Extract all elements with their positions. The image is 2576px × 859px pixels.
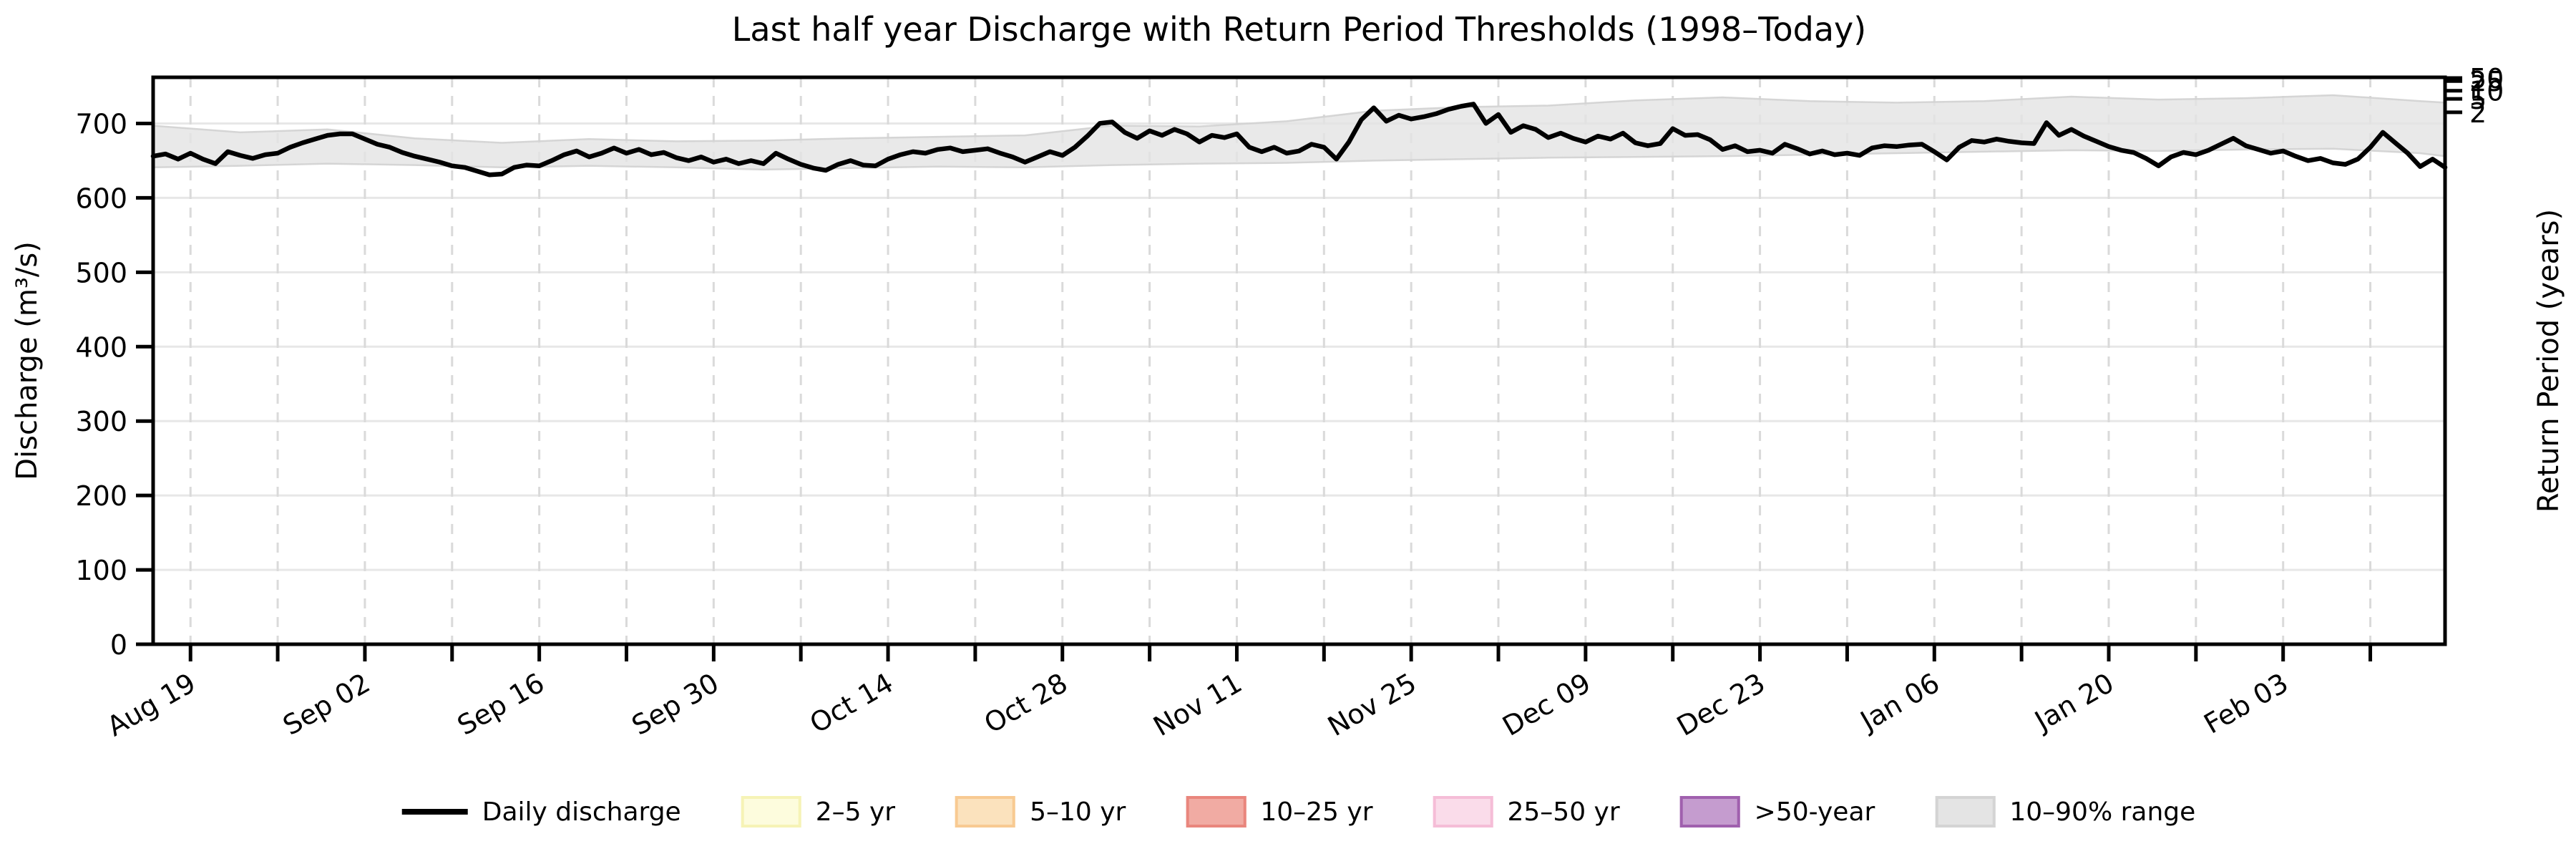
- x-tick-label: Sep 02: [278, 667, 375, 742]
- x-tick-label: Jan 06: [1854, 667, 1945, 738]
- legend-item-25-50yr: 25–50 yr: [1433, 796, 1620, 828]
- y2-axis-label: Return Period (years): [2532, 208, 2565, 513]
- y-tick-label: 400: [75, 331, 127, 363]
- legend-item-10-90-range: 10–90% range: [1935, 796, 2195, 828]
- return-period-tick-label: 25: [2469, 66, 2504, 97]
- y-axis-label: Discharge (m³/s): [11, 241, 44, 480]
- legend: Daily discharge 2–5 yr 5–10 yr 10–25 yr …: [401, 796, 2195, 828]
- patch-swatch-icon: [1679, 796, 1740, 828]
- legend-item-daily-discharge: Daily discharge: [401, 797, 681, 827]
- legend-label: 25–50 yr: [1507, 797, 1620, 827]
- x-tick-label: Aug 19: [102, 667, 201, 742]
- x-tick-label: Sep 30: [626, 667, 723, 742]
- return-period-tick-label: 10: [2469, 76, 2504, 107]
- patch-swatch-icon: [1433, 796, 1493, 828]
- x-tick-label: Nov 11: [1148, 667, 1247, 742]
- y-tick-label: 0: [110, 629, 127, 661]
- line-swatch-icon: [401, 809, 468, 815]
- x-tick-label: Nov 25: [1322, 667, 1422, 742]
- legend-label: Daily discharge: [482, 797, 681, 827]
- x-tick-label: Jan 20: [2029, 667, 2119, 738]
- daily-discharge-line: [150, 102, 2448, 178]
- y-tick-label: 600: [75, 183, 127, 214]
- legend-item-over-50yr: >50-year: [1679, 796, 1875, 828]
- x-tick-label: Dec 23: [1672, 667, 1770, 742]
- x-tick-label: Feb 03: [2199, 667, 2294, 740]
- x-tick-label: Oct 14: [804, 667, 898, 739]
- patch-swatch-icon: [741, 796, 801, 828]
- return-period-tick-label: 5: [2469, 84, 2487, 115]
- x-tick-label: Dec 09: [1497, 667, 1596, 742]
- legend-label: >50-year: [1754, 797, 1875, 827]
- y-tick-label: 100: [75, 555, 127, 586]
- axes-spines: [151, 75, 2447, 646]
- return-period-tick-label: 50: [2469, 63, 2504, 94]
- legend-label: 2–5 yr: [815, 797, 896, 827]
- y-tick-label: 300: [75, 406, 127, 437]
- patch-swatch-icon: [1935, 796, 1996, 828]
- x-tick-label: Oct 28: [979, 667, 1073, 739]
- chart-title: Last half year Discharge with Return Per…: [731, 10, 1867, 49]
- legend-item-10-25yr: 10–25 yr: [1186, 796, 1373, 828]
- y-tick-label: 200: [75, 480, 127, 512]
- legend-label: 10–25 yr: [1260, 797, 1373, 827]
- percentile-band: [152, 94, 2446, 171]
- return-period-tick-label: 2: [2469, 97, 2487, 129]
- x-tick-label: Sep 16: [452, 667, 550, 742]
- y-tick-label: 700: [75, 108, 127, 140]
- legend-label: 10–90% range: [2009, 797, 2196, 827]
- patch-swatch-icon: [1186, 796, 1246, 828]
- legend-item-5-10yr: 5–10 yr: [955, 796, 1126, 828]
- patch-swatch-icon: [955, 796, 1016, 828]
- legend-label: 5–10 yr: [1030, 797, 1126, 827]
- y-tick-label: 500: [75, 257, 127, 288]
- legend-item-2-5yr: 2–5 yr: [741, 796, 895, 828]
